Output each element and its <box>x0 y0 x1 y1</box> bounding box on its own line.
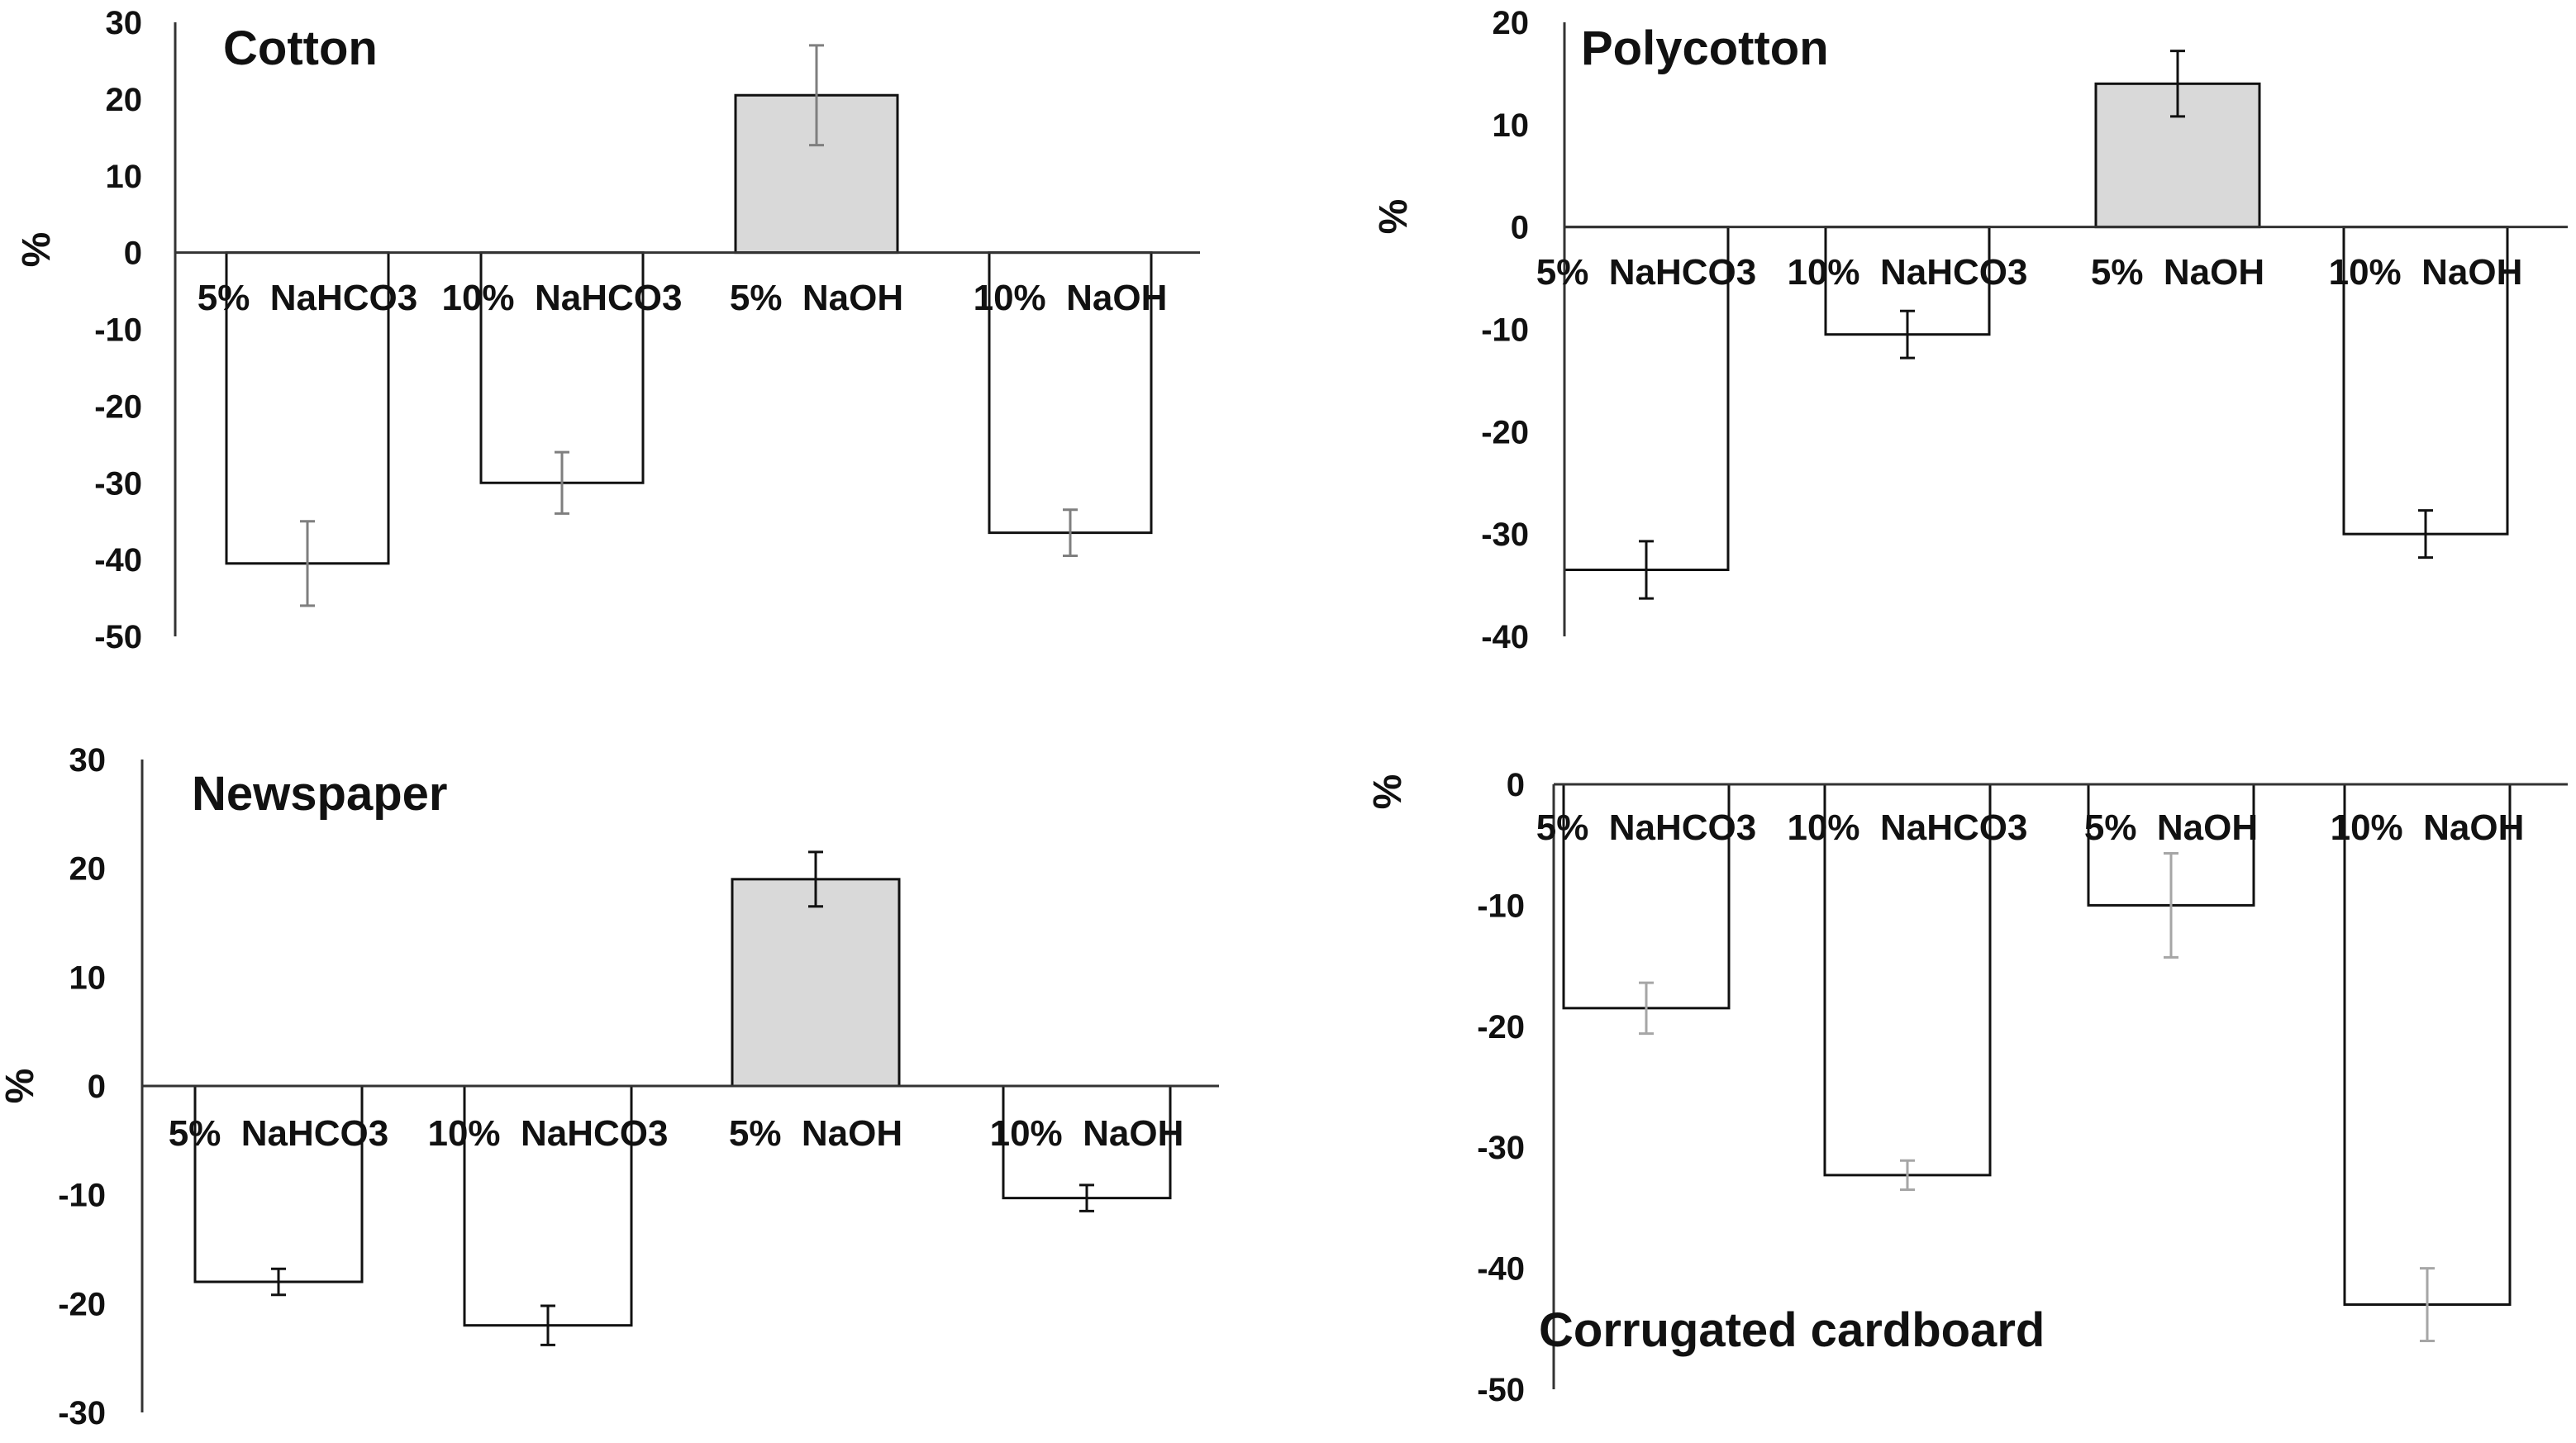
chart1-category-label-4: 10% NaOH <box>974 278 1168 318</box>
chart1-ytick-label-2: 20 <box>106 82 143 118</box>
chart3-bar-4 <box>1002 1084 1172 1200</box>
chart1-ytick-label-1: 30 <box>106 5 143 41</box>
chart2-title: Polycotton <box>1581 21 1829 75</box>
chart2-category-label-2: 10% NaHCO3 <box>1787 252 2027 293</box>
chart2-category-label-1: 5% NaHCO3 <box>1536 252 1757 293</box>
chart4-category-label-1: 5% NaHCO3 <box>1536 807 1757 848</box>
chart3-title: Newspaper <box>192 767 447 821</box>
chart1-category-label-2: 10% NaHCO3 <box>441 278 682 318</box>
chart2-category-label-3: 5% NaOH <box>2091 252 2264 293</box>
chart4-ytick-label-5: -40 <box>1477 1251 1525 1288</box>
chart3-bar-3 <box>731 878 901 1088</box>
chart1-ylabel: % <box>15 232 59 268</box>
chart4-ylabel: % <box>1366 774 1410 810</box>
chart3-category-label-4: 10% NaOH <box>990 1113 1184 1154</box>
chart4-category-label-2: 10% NaHCO3 <box>1787 807 2027 848</box>
chart3-category-label-2: 10% NaHCO3 <box>427 1113 668 1154</box>
chart1-ytick-label-4: 0 <box>124 236 142 272</box>
chart3-bar-2 <box>463 1084 633 1327</box>
chart2-ylabel: % <box>1372 199 1416 235</box>
chart4-bar-2 <box>1823 783 1992 1177</box>
chart3-category-label-1: 5% NaHCO3 <box>169 1113 389 1154</box>
chart2-bar-1 <box>1563 226 1730 572</box>
chart1-category-label-1: 5% NaHCO3 <box>198 278 418 318</box>
chart4-category-label-4: 10% NaOH <box>2331 807 2525 848</box>
chart1-bar-1 <box>225 251 390 565</box>
chart3-ylabel: % <box>0 1069 42 1104</box>
chart3-ytick-label-5: -10 <box>58 1178 106 1214</box>
chart2-ytick-label-5: -20 <box>1481 414 1529 450</box>
chart1-ytick-label-9: -50 <box>94 619 142 655</box>
chart1-category-label-3: 5% NaOH <box>730 278 903 318</box>
chart3-bar-1 <box>193 1084 364 1283</box>
chart2-ytick-label-2: 10 <box>1493 107 1530 144</box>
chart2-ytick-label-1: 20 <box>1493 5 1530 41</box>
chart4-category-label-3: 5% NaOH <box>2084 807 2258 848</box>
chart3-ytick-label-4: 0 <box>88 1069 106 1105</box>
chart2-ytick-label-6: -30 <box>1481 517 1529 553</box>
chart3-ytick-label-6: -20 <box>58 1286 106 1322</box>
chart1-ytick-label-5: -10 <box>94 312 142 349</box>
chart1-ytick-label-6: -20 <box>94 388 142 425</box>
chart2-ytick-label-4: -10 <box>1481 312 1529 349</box>
chart1-ytick-label-3: 10 <box>106 159 143 195</box>
chart1-bar-4 <box>988 251 1153 535</box>
chart2-ytick-label-3: 0 <box>1511 210 1529 246</box>
chart3-ytick-label-7: -30 <box>58 1395 106 1431</box>
chart1-bar-2 <box>479 251 645 484</box>
chart3-ytick-label-2: 20 <box>69 851 107 888</box>
chart4-ytick-label-4: -30 <box>1477 1130 1525 1166</box>
chart4-ytick-label-3: -20 <box>1477 1009 1525 1045</box>
chart2-category-label-4: 10% NaOH <box>2329 252 2523 293</box>
chart3-ytick-label-1: 30 <box>69 742 107 779</box>
chart4-title: Corrugated cardboard <box>1539 1303 2045 1357</box>
chart4-ytick-label-6: -50 <box>1477 1372 1525 1408</box>
chart4-ytick-label-2: -10 <box>1477 888 1525 924</box>
chart4-bar-4 <box>2343 783 2512 1307</box>
chart1-ytick-label-7: -30 <box>94 465 142 502</box>
chart2-bar-4 <box>2342 226 2509 536</box>
chart2-ytick-label-7: -40 <box>1481 619 1529 655</box>
chart3-ytick-label-3: 10 <box>69 960 107 996</box>
chart3-category-label-3: 5% NaOH <box>729 1113 902 1154</box>
chart4-ytick-label-1: 0 <box>1507 767 1525 803</box>
chart1-ytick-label-8: -40 <box>94 542 142 579</box>
chart1-title: Cotton <box>223 21 378 75</box>
